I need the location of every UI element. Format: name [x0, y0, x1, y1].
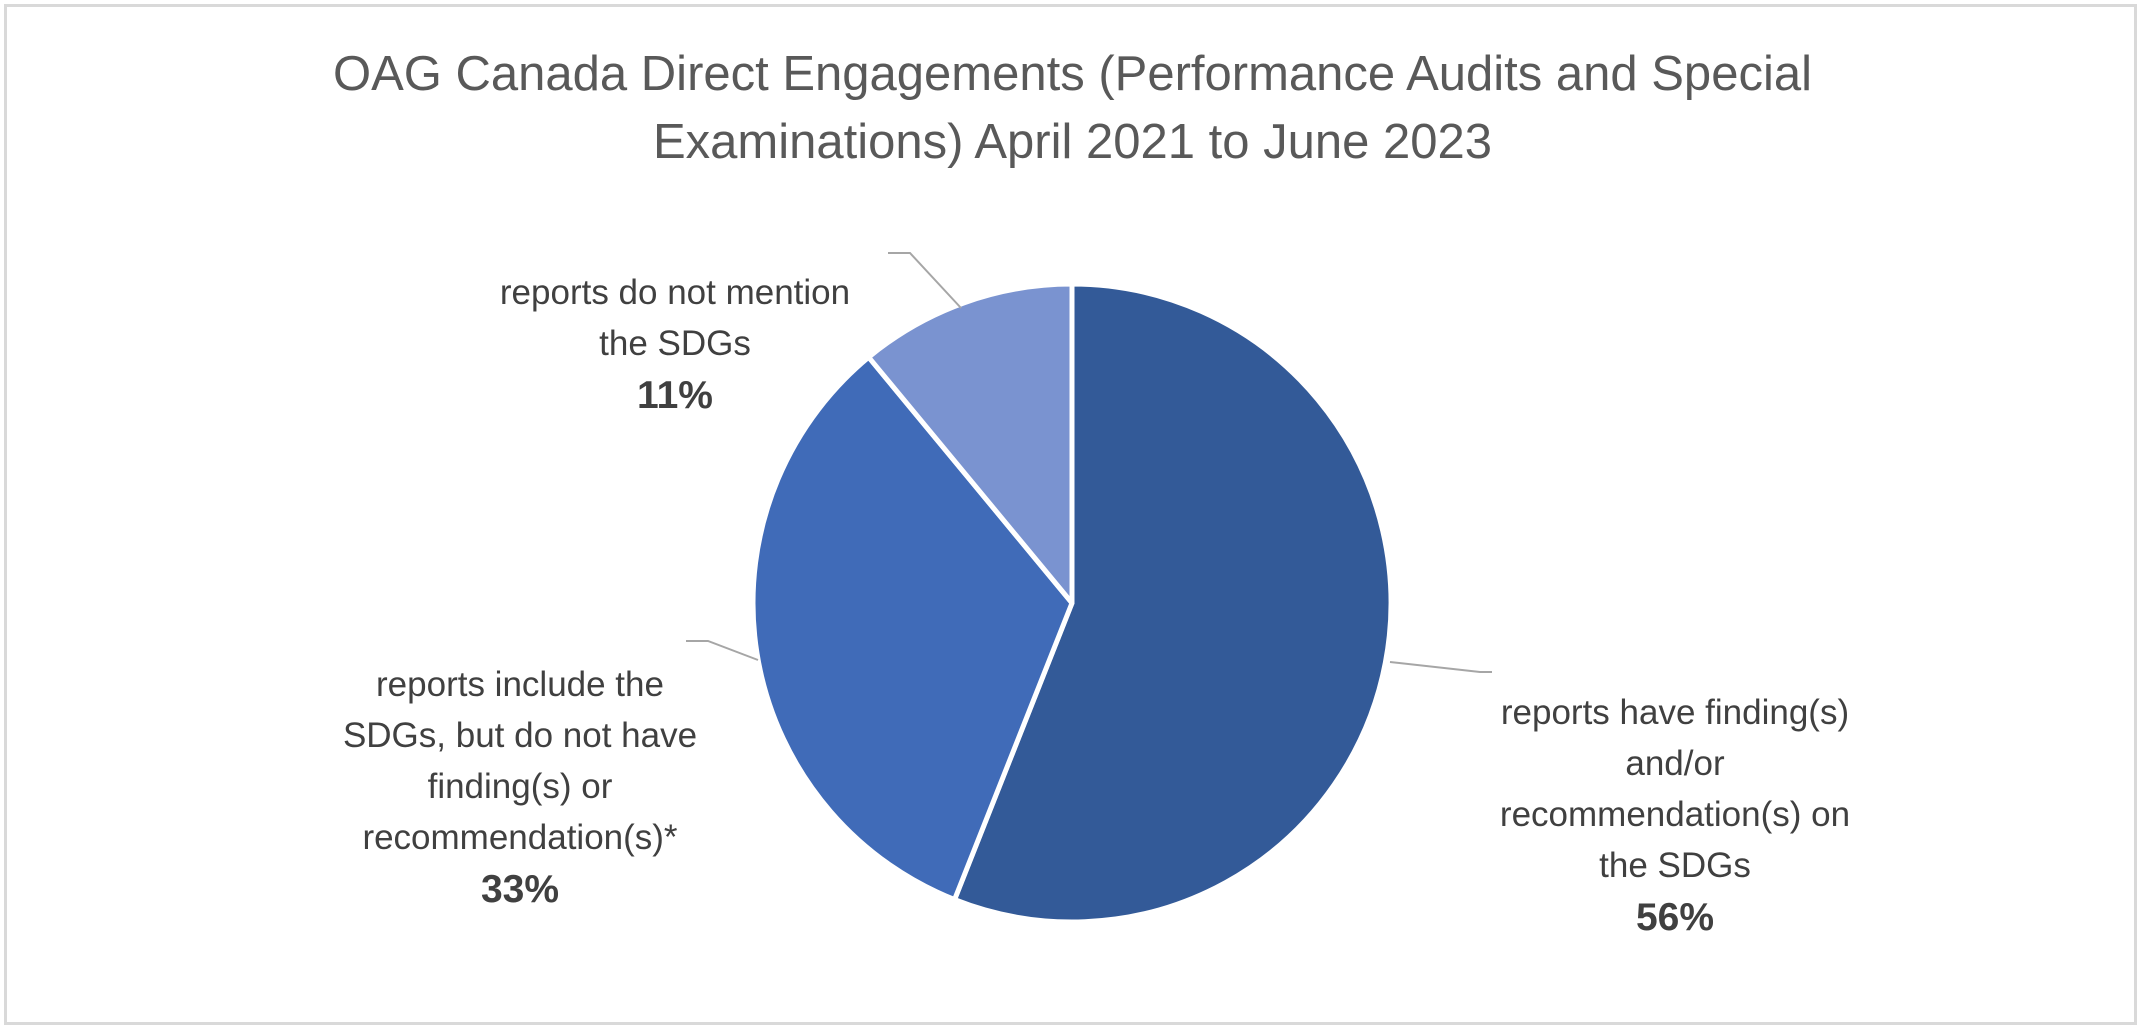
slice-value-33: 33% [480, 868, 560, 911]
slice-label-33: reports include the SDGs, but do not hav… [300, 608, 740, 968]
chart-title-line-2: Examinations) April 2021 to June 2023 [653, 115, 1492, 169]
slice-label-56: reports have finding(s) and/or recommend… [1465, 636, 1885, 996]
pie-slice-33 [750, 354, 1075, 903]
slice-value-56: 56% [1635, 896, 1715, 939]
slice-label-11-text: reports do not mention the SDGs [499, 273, 851, 363]
pie-slice-56 [952, 281, 1394, 925]
leader-line-33 [686, 640, 759, 661]
slice-value-11: 11% [637, 374, 713, 417]
pie-slice-11 [866, 281, 1075, 606]
slice-label-56-text: reports have finding(s) and/or recommend… [1499, 693, 1851, 885]
leader-line-11 [888, 252, 962, 309]
slice-label-33-text: reports include the SDGs, but do not hav… [342, 665, 698, 857]
chart-title-line-1: OAG Canada Direct Engagements (Performan… [333, 47, 1812, 101]
leader-line-56 [1389, 661, 1492, 673]
pie-slices [750, 281, 1394, 925]
leader-lines [686, 252, 1492, 673]
chart-title: OAG Canada Direct Engagements (Performan… [0, 40, 2145, 176]
slice-label-11: reports do not mention the SDGs 11% [460, 216, 890, 474]
